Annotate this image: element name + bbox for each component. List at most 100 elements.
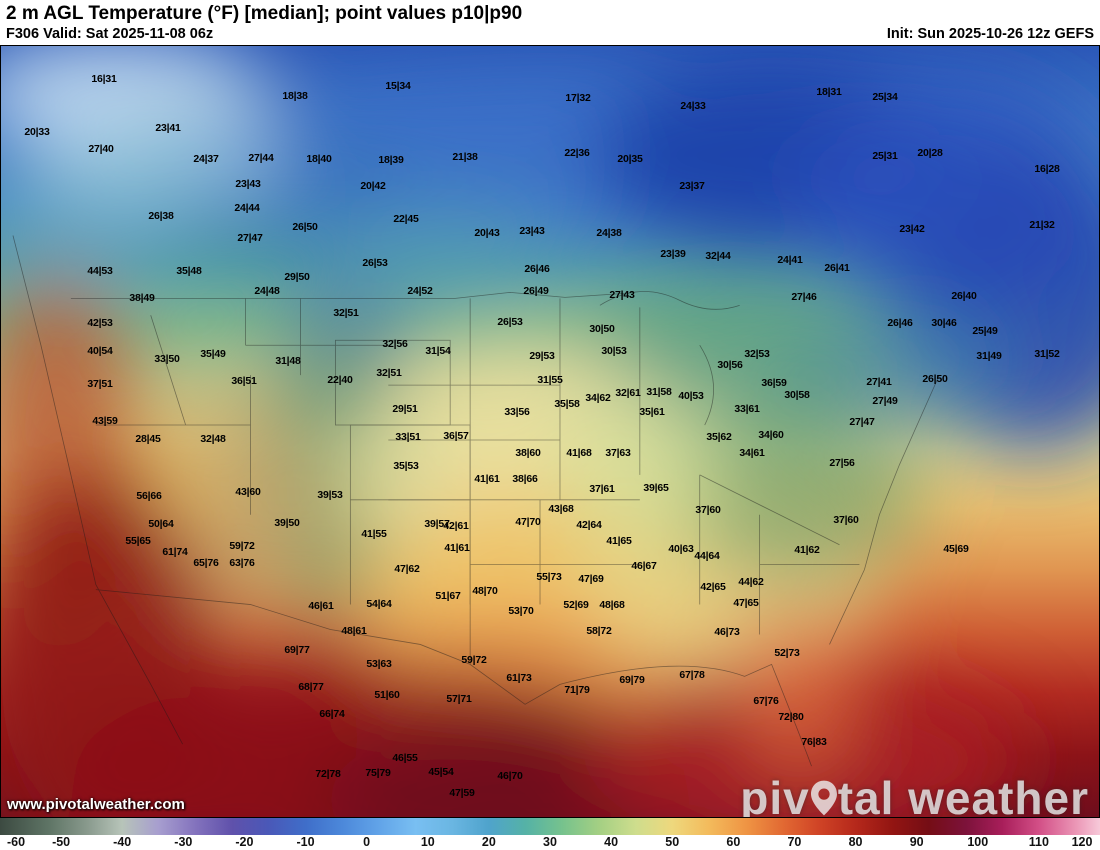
point-value: 59|72: [461, 654, 487, 666]
point-value: 56|66: [136, 490, 162, 502]
point-value: 31|54: [425, 345, 451, 357]
point-value: 53|70: [508, 605, 534, 617]
point-value: 20|42: [360, 180, 386, 192]
point-value: 31|58: [646, 386, 672, 398]
point-value: 32|51: [333, 307, 359, 319]
point-value: 35|58: [554, 398, 580, 410]
point-value: 53|63: [366, 658, 392, 670]
point-value: 23|41: [155, 122, 181, 134]
point-value: 38|49: [129, 292, 155, 304]
point-value: 26|50: [922, 373, 948, 385]
point-value: 30|53: [601, 345, 627, 357]
point-value: 75|79: [365, 767, 391, 779]
colorbar-tick: 100: [967, 835, 989, 849]
point-value: 65|76: [193, 557, 219, 569]
point-value: 72|78: [315, 768, 341, 780]
point-value: 43|68: [548, 503, 574, 515]
point-value: 29|50: [284, 271, 310, 283]
colorbar-tick: 90: [909, 835, 924, 849]
point-value: 61|74: [162, 546, 188, 558]
point-value: 51|60: [374, 689, 400, 701]
point-value: 27|44: [248, 152, 274, 164]
point-value: 41|55: [361, 528, 387, 540]
colorbar-gradient: [0, 818, 1100, 835]
point-value: 38|66: [512, 473, 538, 485]
point-value: 17|32: [565, 92, 591, 104]
point-value: 36|57: [443, 430, 469, 442]
point-value: 59|72: [229, 540, 255, 552]
colorbar-tick: -30: [174, 835, 193, 849]
point-value: 55|65: [125, 535, 151, 547]
point-value: 52|73: [774, 647, 800, 659]
temperature-field-image: [1, 46, 1099, 817]
point-value: 26|40: [951, 290, 977, 302]
point-value: 23|37: [679, 180, 705, 192]
point-value: 57|71: [446, 693, 472, 705]
point-value: 31|52: [1034, 348, 1060, 360]
point-value: 33|50: [154, 353, 180, 365]
point-value: 29|51: [392, 403, 418, 415]
point-value: 46|70: [497, 770, 523, 782]
point-value: 41|61: [444, 542, 470, 554]
point-value: 26|46: [887, 317, 913, 329]
point-value: 32|44: [705, 250, 731, 262]
colorbar-tick: -10: [296, 835, 315, 849]
point-value: 31|49: [976, 350, 1002, 362]
point-value: 41|65: [606, 535, 632, 547]
point-value: 67|78: [679, 669, 705, 681]
point-value: 52|69: [563, 599, 589, 611]
point-value: 23|43: [235, 178, 261, 190]
point-value: 37|60: [833, 514, 859, 526]
point-value: 20|35: [617, 153, 643, 165]
point-value: 24|41: [777, 254, 803, 266]
point-value: 23|43: [519, 225, 545, 237]
point-value: 33|51: [395, 431, 421, 443]
point-value: 48|61: [341, 625, 367, 637]
point-value: 41|62: [794, 544, 820, 556]
point-value: 34|62: [585, 392, 611, 404]
point-value: 37|51: [87, 378, 113, 390]
point-value: 27|49: [872, 395, 898, 407]
point-value: 29|53: [529, 350, 555, 362]
colorbar-tick: 10: [420, 835, 435, 849]
point-value: 44|64: [694, 550, 720, 562]
point-value: 37|60: [695, 504, 721, 516]
point-value: 37|63: [605, 447, 631, 459]
point-value: 30|50: [589, 323, 615, 335]
point-value: 21|38: [452, 151, 478, 163]
colorbar-tick: -60: [6, 835, 26, 849]
point-values-layer: 16|31 15|34 18|38 17|32 24|33 25|34 18|31 20|33…: [1, 46, 1099, 817]
point-value: 41|61: [474, 473, 500, 485]
point-value: 32|61: [615, 387, 641, 399]
point-value: 26|46: [524, 263, 550, 275]
point-value: 58|72: [586, 625, 612, 637]
point-value: 22|36: [564, 147, 590, 159]
point-value: 63|76: [229, 557, 255, 569]
point-value: 23|39: [660, 248, 686, 260]
colorbar-tick: 0: [363, 835, 371, 849]
point-value: 45|54: [428, 766, 454, 778]
point-value: 72|80: [778, 711, 804, 723]
point-value: 76|83: [801, 736, 827, 748]
point-value: 18|39: [378, 154, 404, 166]
point-value: 41|68: [566, 447, 592, 459]
point-value: 42|61: [443, 520, 469, 532]
point-value: 69|77: [284, 644, 310, 656]
point-value: 31|48: [275, 355, 301, 367]
point-value: 43|59: [92, 415, 118, 427]
point-value: 26|50: [292, 221, 318, 233]
point-value: 16|28: [1034, 163, 1060, 175]
point-value: 35|48: [176, 265, 202, 277]
point-value: 25|31: [872, 150, 898, 162]
point-value: 40|63: [668, 543, 694, 555]
point-value: 30|46: [931, 317, 957, 329]
point-value: 24|38: [596, 227, 622, 239]
point-value: 27|47: [237, 232, 263, 244]
point-value: 39|50: [274, 517, 300, 529]
point-value: 31|55: [537, 374, 563, 386]
point-value: 34|60: [758, 429, 784, 441]
point-value: 30|58: [784, 389, 810, 401]
point-value: 44|53: [87, 265, 113, 277]
point-value: 68|77: [298, 681, 324, 693]
